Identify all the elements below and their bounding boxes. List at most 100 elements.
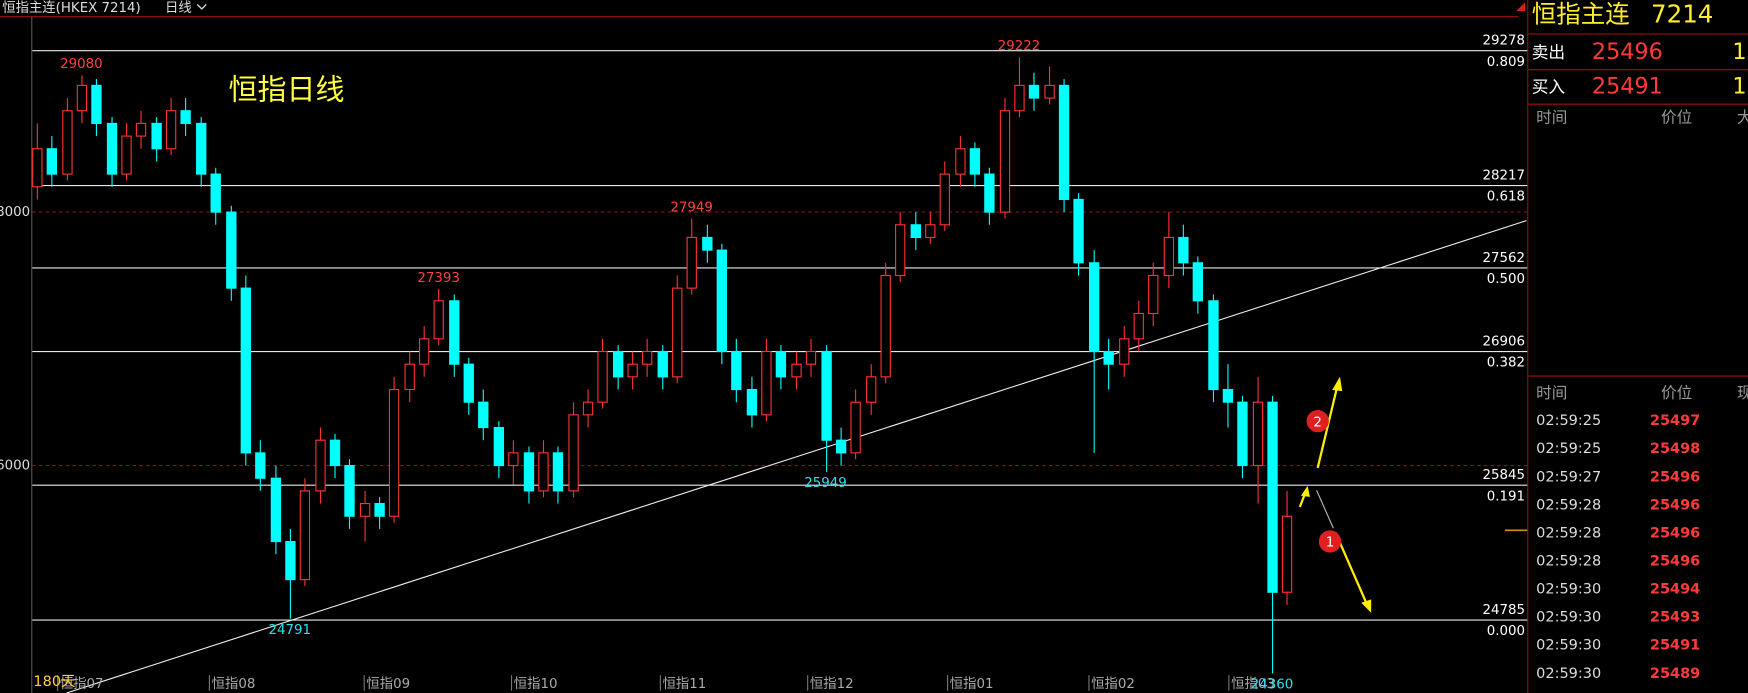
trend-line <box>66 220 1527 693</box>
arrow-up <box>1316 384 1339 469</box>
candle-body <box>821 350 832 441</box>
candle-body <box>835 439 847 454</box>
x-tick-label: 恒指03 <box>1231 676 1275 692</box>
trade-time: 02:59:28 <box>1536 497 1601 513</box>
candle-body <box>1089 262 1100 353</box>
candle-body <box>508 452 519 467</box>
x-tick-label: 恒指11 <box>663 676 707 692</box>
y-tick-label: 26000 <box>0 459 30 474</box>
candle-body <box>299 490 311 581</box>
candle-body <box>686 236 697 289</box>
fib-price: 28217 <box>1483 168 1526 183</box>
trade-time: 02:59:30 <box>1536 638 1601 654</box>
column-header: 价位 <box>1661 384 1692 402</box>
trade-price: 25489 <box>1650 666 1700 682</box>
fib-price: 25845 <box>1483 468 1526 483</box>
trade-price: 25496 <box>1650 469 1700 485</box>
trade-list: 02:59:25 25497 02:59:25 25498 02:59:27 25496 0… <box>1536 413 1700 682</box>
quote-panel: 恒指主连 7214 卖出 25496 1 买入 25491 1 时间 价位 大 … <box>1528 0 1748 693</box>
arrow-head <box>1361 599 1372 613</box>
candle-body <box>984 173 995 213</box>
candle-body <box>672 287 683 378</box>
marker-circle <box>1306 410 1329 433</box>
fib-ratio: 0.191 <box>1487 489 1525 504</box>
candle-body <box>165 110 177 150</box>
fib-price: 29278 <box>1483 34 1526 49</box>
candle-body <box>62 110 73 175</box>
candle-body <box>761 350 772 416</box>
candle-body <box>716 249 728 353</box>
candle-body <box>76 84 88 112</box>
candle-body <box>850 401 861 454</box>
range-label: 180天 <box>33 674 75 690</box>
x-tick-label: 恒指10 <box>514 676 558 692</box>
candle-body <box>627 363 638 378</box>
yellow-arrows: 2 1 <box>1298 376 1372 613</box>
period-caret[interactable] <box>196 3 207 10</box>
trade-price: 25491 <box>1650 638 1700 654</box>
candle-body <box>1178 236 1189 264</box>
x-tick-label: 恒指07 <box>60 676 104 692</box>
arrow-down <box>1334 532 1368 605</box>
period-select[interactable]: 日线 <box>165 0 192 16</box>
x-tick-label: 恒指02 <box>1091 676 1135 692</box>
candle-body <box>433 300 444 340</box>
candle-body <box>552 452 564 492</box>
trade-price: 25498 <box>1650 441 1700 457</box>
candle-body <box>1014 84 1025 112</box>
chart-title: 恒指日线 <box>229 72 345 106</box>
candle-body <box>404 363 415 391</box>
column-header: 大 <box>1737 109 1748 127</box>
trade-price: 25496 <box>1650 554 1700 570</box>
candle-body <box>791 363 802 378</box>
candle-body <box>91 84 102 124</box>
panel-name: 恒指主连 <box>1532 0 1630 29</box>
candle-body <box>46 148 58 175</box>
ask-size: 1 <box>1732 39 1746 65</box>
candle-body <box>1222 388 1234 403</box>
candle-body <box>1133 312 1144 340</box>
candle-body <box>1252 401 1264 467</box>
candle-body <box>895 224 906 277</box>
candle-body <box>226 211 237 289</box>
bid-price: 25491 <box>1592 73 1663 99</box>
trade-time: 02:59:28 <box>1536 554 1601 570</box>
extreme-label: 27949 <box>670 200 713 215</box>
trade-price: 25496 <box>1650 497 1700 513</box>
candle-body <box>1281 515 1293 593</box>
candle-body <box>359 503 371 517</box>
candle-body <box>746 388 758 416</box>
candle-body <box>1148 274 1159 315</box>
candle-body <box>151 122 162 150</box>
x-tick-label: 恒指08 <box>212 676 256 692</box>
candle-body <box>1192 262 1204 302</box>
column-header: 时间 <box>1536 384 1567 402</box>
candle-body <box>315 439 326 492</box>
candle-body <box>121 135 132 175</box>
candle-body <box>910 224 921 239</box>
plot: 26000 28000 29278 0.809 28217 0.618 27562 0.500… <box>0 34 1528 693</box>
candle-body <box>955 148 966 175</box>
candle-body <box>805 350 817 365</box>
candle-body <box>657 350 668 378</box>
candle-body <box>285 541 296 581</box>
candle-body <box>1028 84 1040 99</box>
trade-price: 25493 <box>1650 610 1700 626</box>
candle-body <box>568 414 579 492</box>
marker-circle <box>1318 530 1342 553</box>
candle-body <box>196 122 207 175</box>
x-tick-label: 恒指09 <box>366 676 410 692</box>
ask-price: 25496 <box>1592 39 1663 65</box>
candle-body <box>493 426 505 467</box>
column-header: 时间 <box>1536 109 1567 127</box>
candle-body <box>866 376 877 403</box>
candle-body <box>255 452 266 479</box>
trade-time: 02:59:30 <box>1536 582 1601 598</box>
candle-body <box>1044 84 1055 99</box>
ask-label: 卖出 <box>1532 42 1565 62</box>
extreme-label: 25949 <box>804 476 847 491</box>
candle-body <box>270 477 282 543</box>
extreme-label: 29222 <box>998 39 1041 54</box>
candle-body <box>1103 350 1114 365</box>
